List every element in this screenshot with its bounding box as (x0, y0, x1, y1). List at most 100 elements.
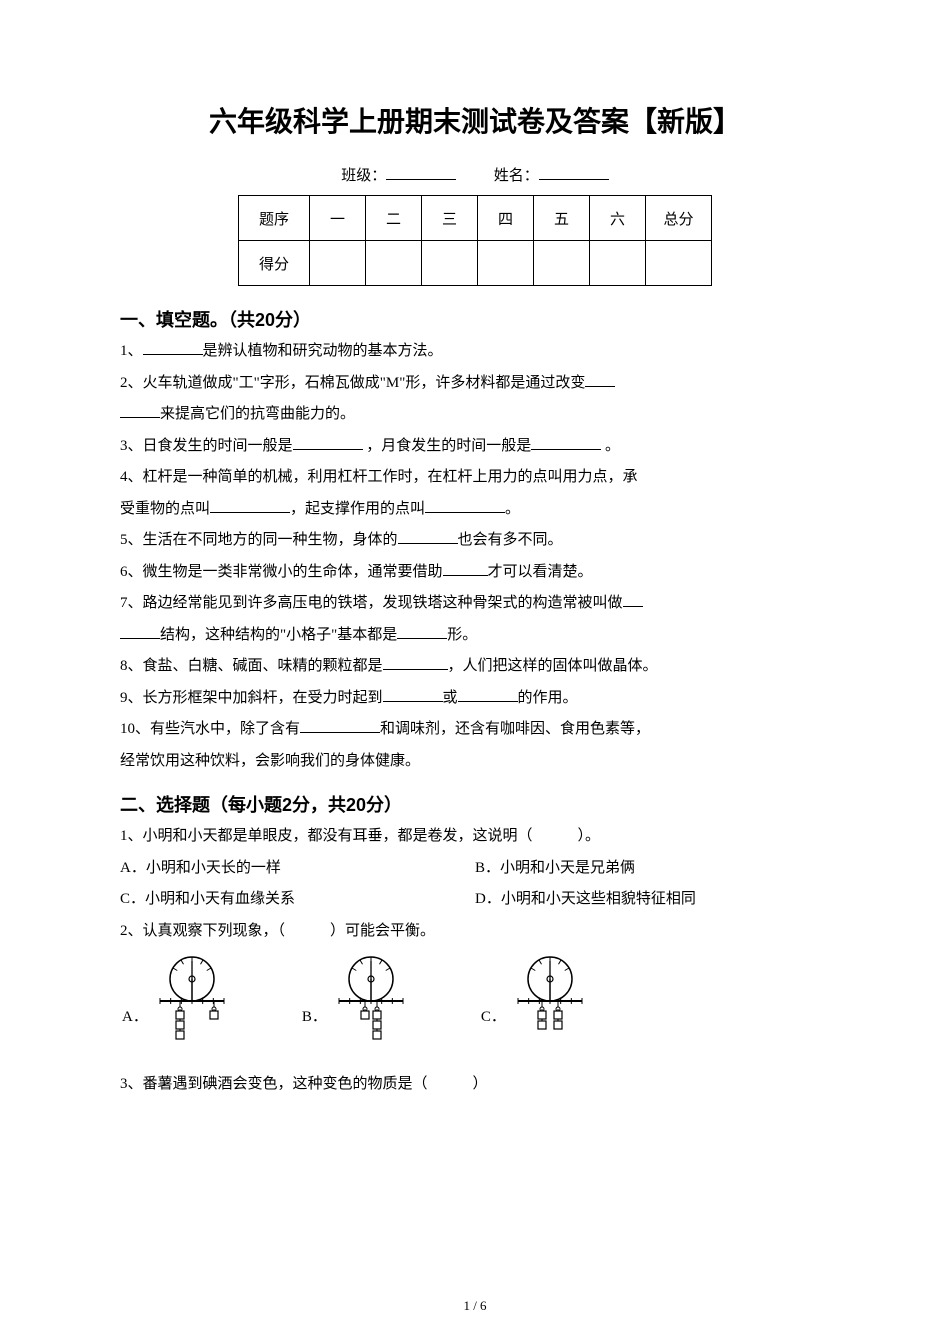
q-text: 是辨认植物和研究动物的基本方法。 (203, 343, 443, 359)
q-text: 食盐、白糖、碱面、味精的颗粒都是 (143, 658, 383, 674)
q-number: 6、 (120, 564, 143, 580)
fill-line: 8、食盐、白糖、碱面、味精的颗粒都是 ，人们把这样的固体叫做晶体。 (120, 651, 830, 683)
opt-label: D． (475, 891, 501, 907)
q-text: 形。 (447, 627, 477, 643)
answer-blank (210, 497, 290, 513)
score-value-cell (478, 241, 534, 286)
fill-line: 2、火车轨道做成"工"字形，石棉瓦做成"M"形，许多材料都是通过改变 (120, 368, 830, 400)
q-number: 1、 (120, 343, 143, 359)
q-number: 2、 (120, 923, 143, 939)
answer-blank (120, 623, 160, 639)
fill-line: 9、长方形框架中加斜杆，在受力时起到或的作用。 (120, 683, 830, 715)
fill-line: 1、 是辨认植物和研究动物的基本方法。 (120, 336, 830, 368)
answer-blank (143, 339, 203, 355)
q-number: 5、 (120, 532, 143, 548)
q-text: 杠杆是一种简单的机械，利用杠杆工作时，在杠杆上用力的点叫用力点，承 (143, 469, 638, 485)
q-text: 认真观察下列现象，（ ）可能会平衡。 (143, 923, 436, 939)
fill-line: 10、有些汽水中，除了含有 和调味剂，还含有咖啡因、食用色素等， (120, 714, 830, 746)
page-number: 1 / 6 (0, 1298, 950, 1314)
q-text: 。 (505, 501, 520, 517)
q-text: 有些汽水中，除了含有 (150, 721, 300, 737)
q-text: 日食发生的时间一般是 (143, 438, 293, 454)
fig-label: A． (122, 1010, 148, 1055)
q-text: 来提高它们的抗弯曲能力的。 (160, 406, 355, 422)
score-value-cell (422, 241, 478, 286)
answer-blank (458, 686, 518, 702)
q-text: ，人们把这样的固体叫做晶体。 (448, 658, 658, 674)
score-value-cell (310, 241, 366, 286)
fill-line: 5、生活在不同地方的同一种生物，身体的也会有多不同。 (120, 525, 830, 557)
class-name-row: 班级： 姓名： (120, 164, 830, 185)
balance-fig-cell: C． (481, 955, 590, 1055)
answer-blank (383, 654, 448, 670)
balance-fig-cell: A． (122, 955, 232, 1055)
fill-line: 4、杠杆是一种简单的机械，利用杠杆工作时，在杠杆上用力的点叫用力点，承 (120, 462, 830, 494)
fill-line: 7、路边经常能见到许多高压电的铁塔，发现铁塔这种骨架式的构造常被叫做 (120, 588, 830, 620)
score-value-cell (366, 241, 422, 286)
opt-label: C． (120, 891, 145, 907)
answer-blank (623, 591, 643, 607)
score-value-cell (534, 241, 590, 286)
fill-line-cont: 受重物的点叫，起支撑作用的点叫。 (120, 494, 830, 526)
q-text: 火车轨道做成"工"字形，石棉瓦做成"M"形，许多材料都是通过改变 (143, 375, 586, 391)
q2-3-stem: 3、番薯遇到碘酒会变色，这种变色的物质是（ ） (120, 1069, 830, 1101)
score-value-cell (590, 241, 646, 286)
q2-1-stem: 1、小明和小天都是单眼皮，都没有耳垂，都是卷发，这说明（ ）。 (120, 821, 830, 853)
q-number: 8、 (120, 658, 143, 674)
q-text: ，月食发生的时间一般是 (363, 438, 532, 454)
score-header-cell: 四 (478, 196, 534, 241)
page-title: 六年级科学上册期末测试卷及答案【新版】 (120, 100, 830, 140)
opt-label: A． (120, 860, 146, 876)
q-text: 路边经常能见到许多高压电的铁塔，发现铁塔这种骨架式的构造常被叫做 (143, 595, 623, 611)
q-number: 10、 (120, 721, 150, 737)
fill-line-cont: 来提高它们的抗弯曲能力的。 (120, 399, 830, 431)
score-header-cell: 六 (590, 196, 646, 241)
score-header-cell: 总分 (646, 196, 712, 241)
balance-fig-cell: B． (302, 955, 411, 1055)
class-label: 班级： (341, 168, 386, 184)
q-text: 的作用。 (518, 690, 578, 706)
answer-blank (383, 686, 443, 702)
q-text: 或 (443, 690, 458, 706)
section1-heading: 一、填空题。（共20分） (120, 306, 830, 332)
score-header-cell: 二 (366, 196, 422, 241)
answer-blank (293, 434, 363, 450)
answer-blank (531, 434, 601, 450)
score-value-row: 得分 (239, 241, 712, 286)
q-number: 3、 (120, 1076, 143, 1092)
balance-diagram (335, 955, 411, 1055)
score-value-cell: 得分 (239, 241, 310, 286)
fig-label: C． (481, 1010, 506, 1055)
fill-line-cont: 结构，这种结构的"小格子"基本都是形。 (120, 620, 830, 652)
fill-line: 3、日食发生的时间一般是 ，月食发生的时间一般是 。 (120, 431, 830, 463)
q-number: 7、 (120, 595, 143, 611)
opt-label: B． (475, 860, 500, 876)
score-header-cell: 一 (310, 196, 366, 241)
answer-blank (398, 528, 458, 544)
answer-blank (425, 497, 505, 513)
q-text: 番薯遇到碘酒会变色，这种变色的物质是（ ） (143, 1076, 488, 1092)
fig-label: B． (302, 1010, 327, 1055)
q-text: 生活在不同地方的同一种生物，身体的 (143, 532, 398, 548)
q-text: 和调味剂，还含有咖啡因、食用色素等， (380, 721, 650, 737)
section2-heading: 二、选择题（每小题2分，共20分） (120, 791, 830, 817)
q-text: 才可以看清楚。 (488, 564, 593, 580)
score-value-cell (646, 241, 712, 286)
q-text: 经常饮用这种饮料，会影响我们的身体健康。 (120, 753, 420, 769)
class-blank (386, 164, 456, 180)
q-text: 受重物的点叫 (120, 501, 210, 517)
q-text: 小明和小天都是单眼皮，都没有耳垂，都是卷发，这说明（ ）。 (143, 828, 601, 844)
answer-blank (397, 623, 447, 639)
answer-blank (443, 560, 488, 576)
q2-2-stem: 2、认真观察下列现象，（ ）可能会平衡。 (120, 916, 830, 948)
name-label: 姓名： (494, 168, 539, 184)
q-text: 长方形框架中加斜杆，在受力时起到 (143, 690, 383, 706)
answer-blank (585, 371, 615, 387)
opt-text: 小明和小天是兄弟俩 (500, 860, 635, 876)
balance-diagram (514, 955, 590, 1055)
q2-2-figrow: A． B． C． (120, 955, 830, 1055)
q-text: 。 (601, 438, 620, 454)
answer-blank (300, 717, 380, 733)
q2-1-opts: A．小明和小天长的一样 B．小明和小天是兄弟俩 C．小明和小天有血缘关系 D．小… (120, 853, 830, 916)
score-header-cell: 三 (422, 196, 478, 241)
